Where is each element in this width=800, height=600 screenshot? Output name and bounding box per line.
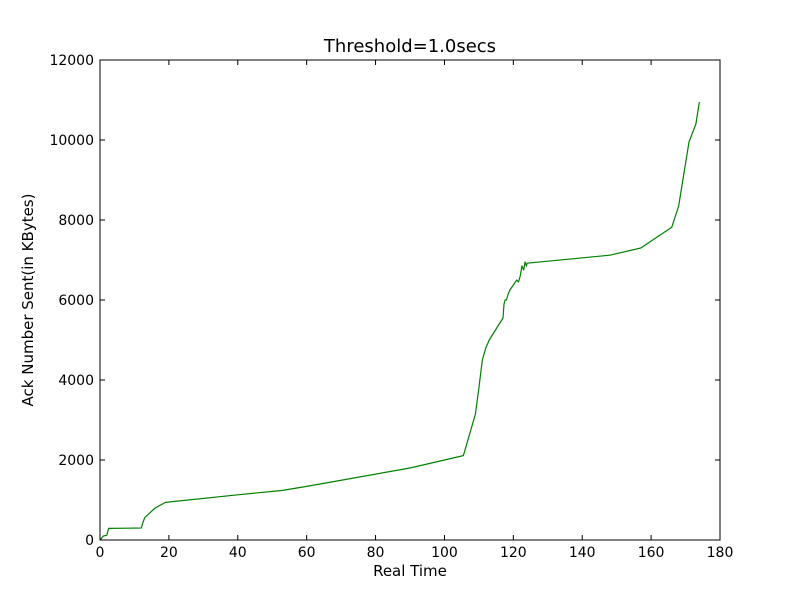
y-tick-label-1: 2000 bbox=[58, 453, 94, 469]
y-tick-label-2: 4000 bbox=[58, 373, 94, 389]
x-tick-label-2: 40 bbox=[229, 545, 247, 561]
y-axis: 0 2000 4000 6000 8000 10000 12000 bbox=[49, 53, 720, 549]
y-axis-label: Ack Number Sent(in KBytes) bbox=[19, 194, 37, 407]
x-tick-label-0: 0 bbox=[96, 545, 105, 561]
x-axis: 0 20 40 60 80 100 120 140 160 180 bbox=[96, 60, 734, 561]
y-tick-label-6: 12000 bbox=[49, 53, 94, 69]
y-tick-label-0: 0 bbox=[85, 533, 94, 549]
y-tick-label-3: 6000 bbox=[58, 293, 94, 309]
x-tick-label-8: 160 bbox=[638, 545, 665, 561]
plot-area bbox=[99, 101, 700, 541]
x-axis-label: Real Time bbox=[373, 562, 447, 580]
x-tick-label-4: 80 bbox=[367, 545, 385, 561]
x-tick-label-7: 140 bbox=[569, 545, 596, 561]
series-line-0 bbox=[99, 101, 700, 541]
y-tick-label-4: 8000 bbox=[58, 213, 94, 229]
x-tick-label-6: 120 bbox=[500, 545, 527, 561]
x-tick-label-3: 60 bbox=[298, 545, 316, 561]
y-tick-label-5: 10000 bbox=[49, 133, 94, 149]
x-tick-label-9: 180 bbox=[707, 545, 734, 561]
x-tick-label-1: 20 bbox=[160, 545, 178, 561]
chart-title: Threshold=1.0secs bbox=[323, 36, 496, 57]
x-tick-label-5: 100 bbox=[431, 545, 458, 561]
